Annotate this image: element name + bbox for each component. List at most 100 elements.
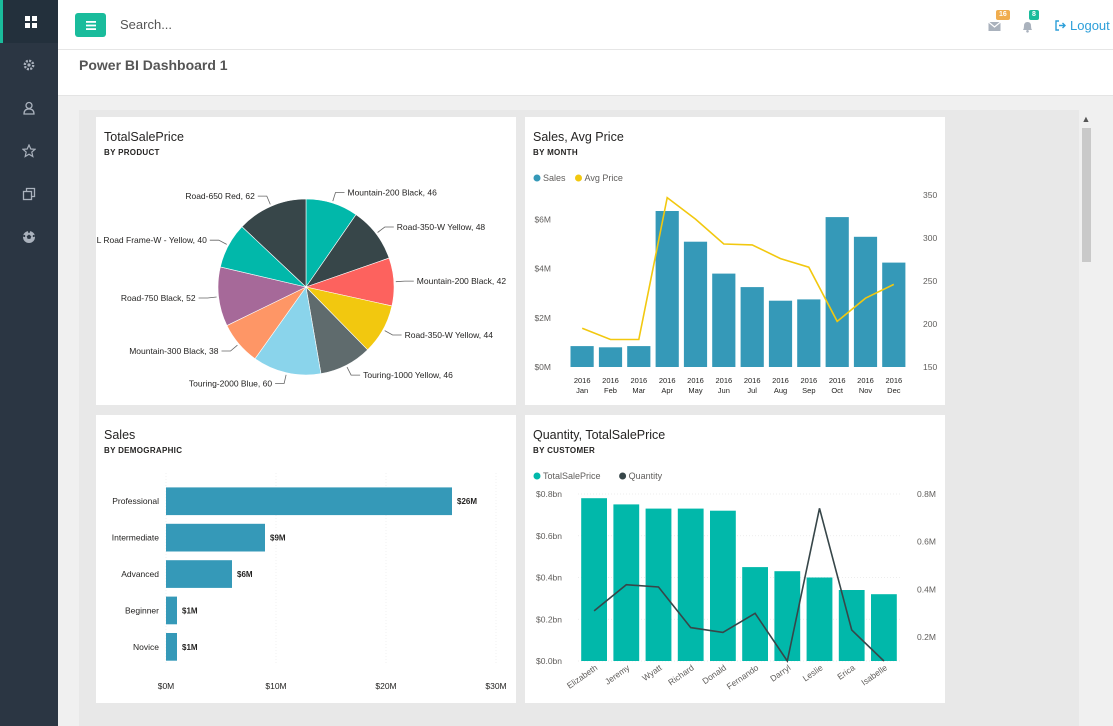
sales-demographic-card[interactable]: Sales BY DEMOGRAPHIC $0M $10M $20M $30M Prof…	[96, 415, 516, 703]
pie-leader-line	[198, 296, 217, 299]
bar	[166, 523, 265, 552]
pie-leader-line	[257, 195, 271, 205]
logout-button[interactable]: Logout	[1055, 18, 1110, 33]
chart-title: Sales	[104, 428, 136, 442]
x-axis-tick: 2016 May	[687, 376, 704, 395]
y-axis-left-tick: $6M	[534, 215, 551, 225]
x-axis-tick-line: Jun	[718, 386, 730, 395]
bar	[712, 273, 736, 367]
x-axis-tick-line: Sep	[802, 386, 815, 395]
y-axis-right-tick: 200	[923, 319, 937, 329]
sidebar-item-favorites[interactable]	[0, 129, 58, 172]
x-axis-tick-line: 2016	[659, 376, 676, 385]
x-axis-tick-line: 2016	[885, 376, 902, 385]
pie-slice	[254, 286, 322, 376]
x-axis-tick-line: Oct	[831, 386, 844, 395]
dashboard-icon	[24, 15, 37, 28]
bar	[645, 508, 672, 661]
y-axis-left-tick: $0M	[534, 362, 551, 372]
pie-leader-line	[346, 366, 361, 376]
x-axis-tick: Elizabeth	[565, 662, 600, 690]
series-line	[593, 508, 885, 664]
y-axis-right-tick: 0.8M	[917, 489, 936, 499]
notifications-badge: 8	[1029, 10, 1039, 20]
bar	[166, 596, 177, 625]
y-axis-right-tick: 0.6M	[917, 537, 936, 547]
bar	[598, 347, 623, 367]
sidebar-item-sports[interactable]	[0, 215, 58, 258]
pie-leader-line	[384, 330, 402, 336]
bar-data-label: $1M	[182, 606, 198, 615]
bell-icon	[1023, 22, 1032, 33]
x-axis-tick-line: 2016	[602, 376, 619, 385]
sidebar-item-clone[interactable]	[0, 172, 58, 215]
clone-icon	[22, 187, 36, 200]
pie-chart-card[interactable]: TotalSalePrice BY PRODUCT Mountain-200 B…	[96, 117, 516, 405]
bar	[710, 510, 736, 661]
x-axis-tick: $30M	[485, 681, 506, 691]
pie-slice-label: Road-750 Black, 52	[121, 293, 196, 303]
series-line	[581, 196, 895, 341]
y-axis-tick: Advanced	[121, 569, 159, 579]
page-header: Power BI Dashboard 1	[58, 51, 1113, 96]
star-icon	[22, 143, 36, 158]
legend-marker	[619, 472, 627, 480]
y-axis-right-tick: 350	[923, 190, 937, 200]
x-axis-tick: 2016 Apr	[659, 376, 676, 395]
x-axis-tick-line: Jan	[576, 386, 588, 395]
logout-label: Logout	[1070, 18, 1110, 33]
sales-avg-price-card[interactable]: Sales, Avg Price BY MONTH Sales Avg Price…	[525, 117, 945, 405]
topbar: 16 8 Logout	[58, 0, 1113, 50]
bar-data-label: $1M	[182, 643, 198, 652]
bar	[166, 633, 177, 661]
y-axis-right-tick: 300	[923, 233, 937, 243]
x-axis-tick-line: 2016	[857, 376, 874, 385]
chart-subtitle: BY DEMOGRAPHIC	[104, 446, 183, 455]
y-axis-right-tick: 250	[923, 276, 937, 286]
x-axis-tick-line: 2016	[687, 376, 704, 385]
x-axis-tick-line: Nov	[859, 386, 873, 395]
search-input[interactable]	[120, 17, 420, 32]
bar	[677, 508, 704, 661]
scroll-thumb[interactable]	[1082, 128, 1091, 262]
pie-slice	[241, 198, 307, 288]
messages-button[interactable]: 16	[988, 10, 1010, 34]
legend-label: Avg Price	[585, 173, 623, 183]
bar	[683, 241, 708, 367]
x-axis-tick: $10M	[265, 681, 286, 691]
bar	[838, 590, 865, 661]
report-scrollbar[interactable]: ▲	[1079, 112, 1093, 726]
envelope-icon	[988, 21, 1001, 31]
notifications-button[interactable]: 8	[1021, 10, 1039, 34]
x-axis-tick-line: 2016	[772, 376, 789, 385]
x-axis-tick-line: May	[688, 386, 702, 395]
x-axis-tick-line: 2016	[715, 376, 732, 385]
bar	[613, 504, 640, 661]
x-axis-tick-line: Jul	[747, 386, 757, 395]
pie-slice-label: Mountain-200 Black, 46	[348, 188, 438, 198]
y-axis-left-tick: $2M	[534, 313, 551, 323]
x-axis-tick: 2016 Jun	[715, 376, 732, 395]
bar	[740, 287, 764, 367]
y-axis-right-tick: 150	[923, 362, 937, 372]
chart-title: Quantity, TotalSalePrice	[533, 428, 666, 442]
x-axis-tick: 2016 Dec	[885, 376, 902, 395]
x-axis-tick: Isabelle	[859, 662, 889, 687]
x-axis-tick: 2016 Jan	[574, 376, 591, 395]
pie-slice-label: Road-350-W Yellow, 44	[405, 330, 494, 340]
menu-toggle-button[interactable]	[75, 13, 106, 37]
sidebar-item-dashboard[interactable]	[0, 0, 58, 43]
legend-label: Sales	[543, 173, 566, 183]
y-axis-left-tick: $4M	[534, 264, 551, 274]
sidebar-item-user[interactable]	[0, 86, 58, 129]
pie-slice-label: Road-650 Red, 62	[185, 191, 255, 201]
scroll-up-arrow-icon[interactable]: ▲	[1081, 114, 1091, 124]
x-axis-tick: Wyatt	[640, 662, 664, 683]
pie-slice-label: Road-350-W Yellow, 48	[397, 222, 486, 232]
y-axis-tick: Beginner	[125, 605, 159, 615]
page-title: Power BI Dashboard 1	[79, 57, 228, 73]
sidebar-item-settings[interactable]	[0, 43, 58, 86]
quantity-totalsaleprice-card[interactable]: Quantity, TotalSalePrice BY CUSTOMER Tot…	[525, 415, 945, 703]
bar	[882, 262, 906, 367]
bar-data-label: $26M	[457, 497, 477, 506]
